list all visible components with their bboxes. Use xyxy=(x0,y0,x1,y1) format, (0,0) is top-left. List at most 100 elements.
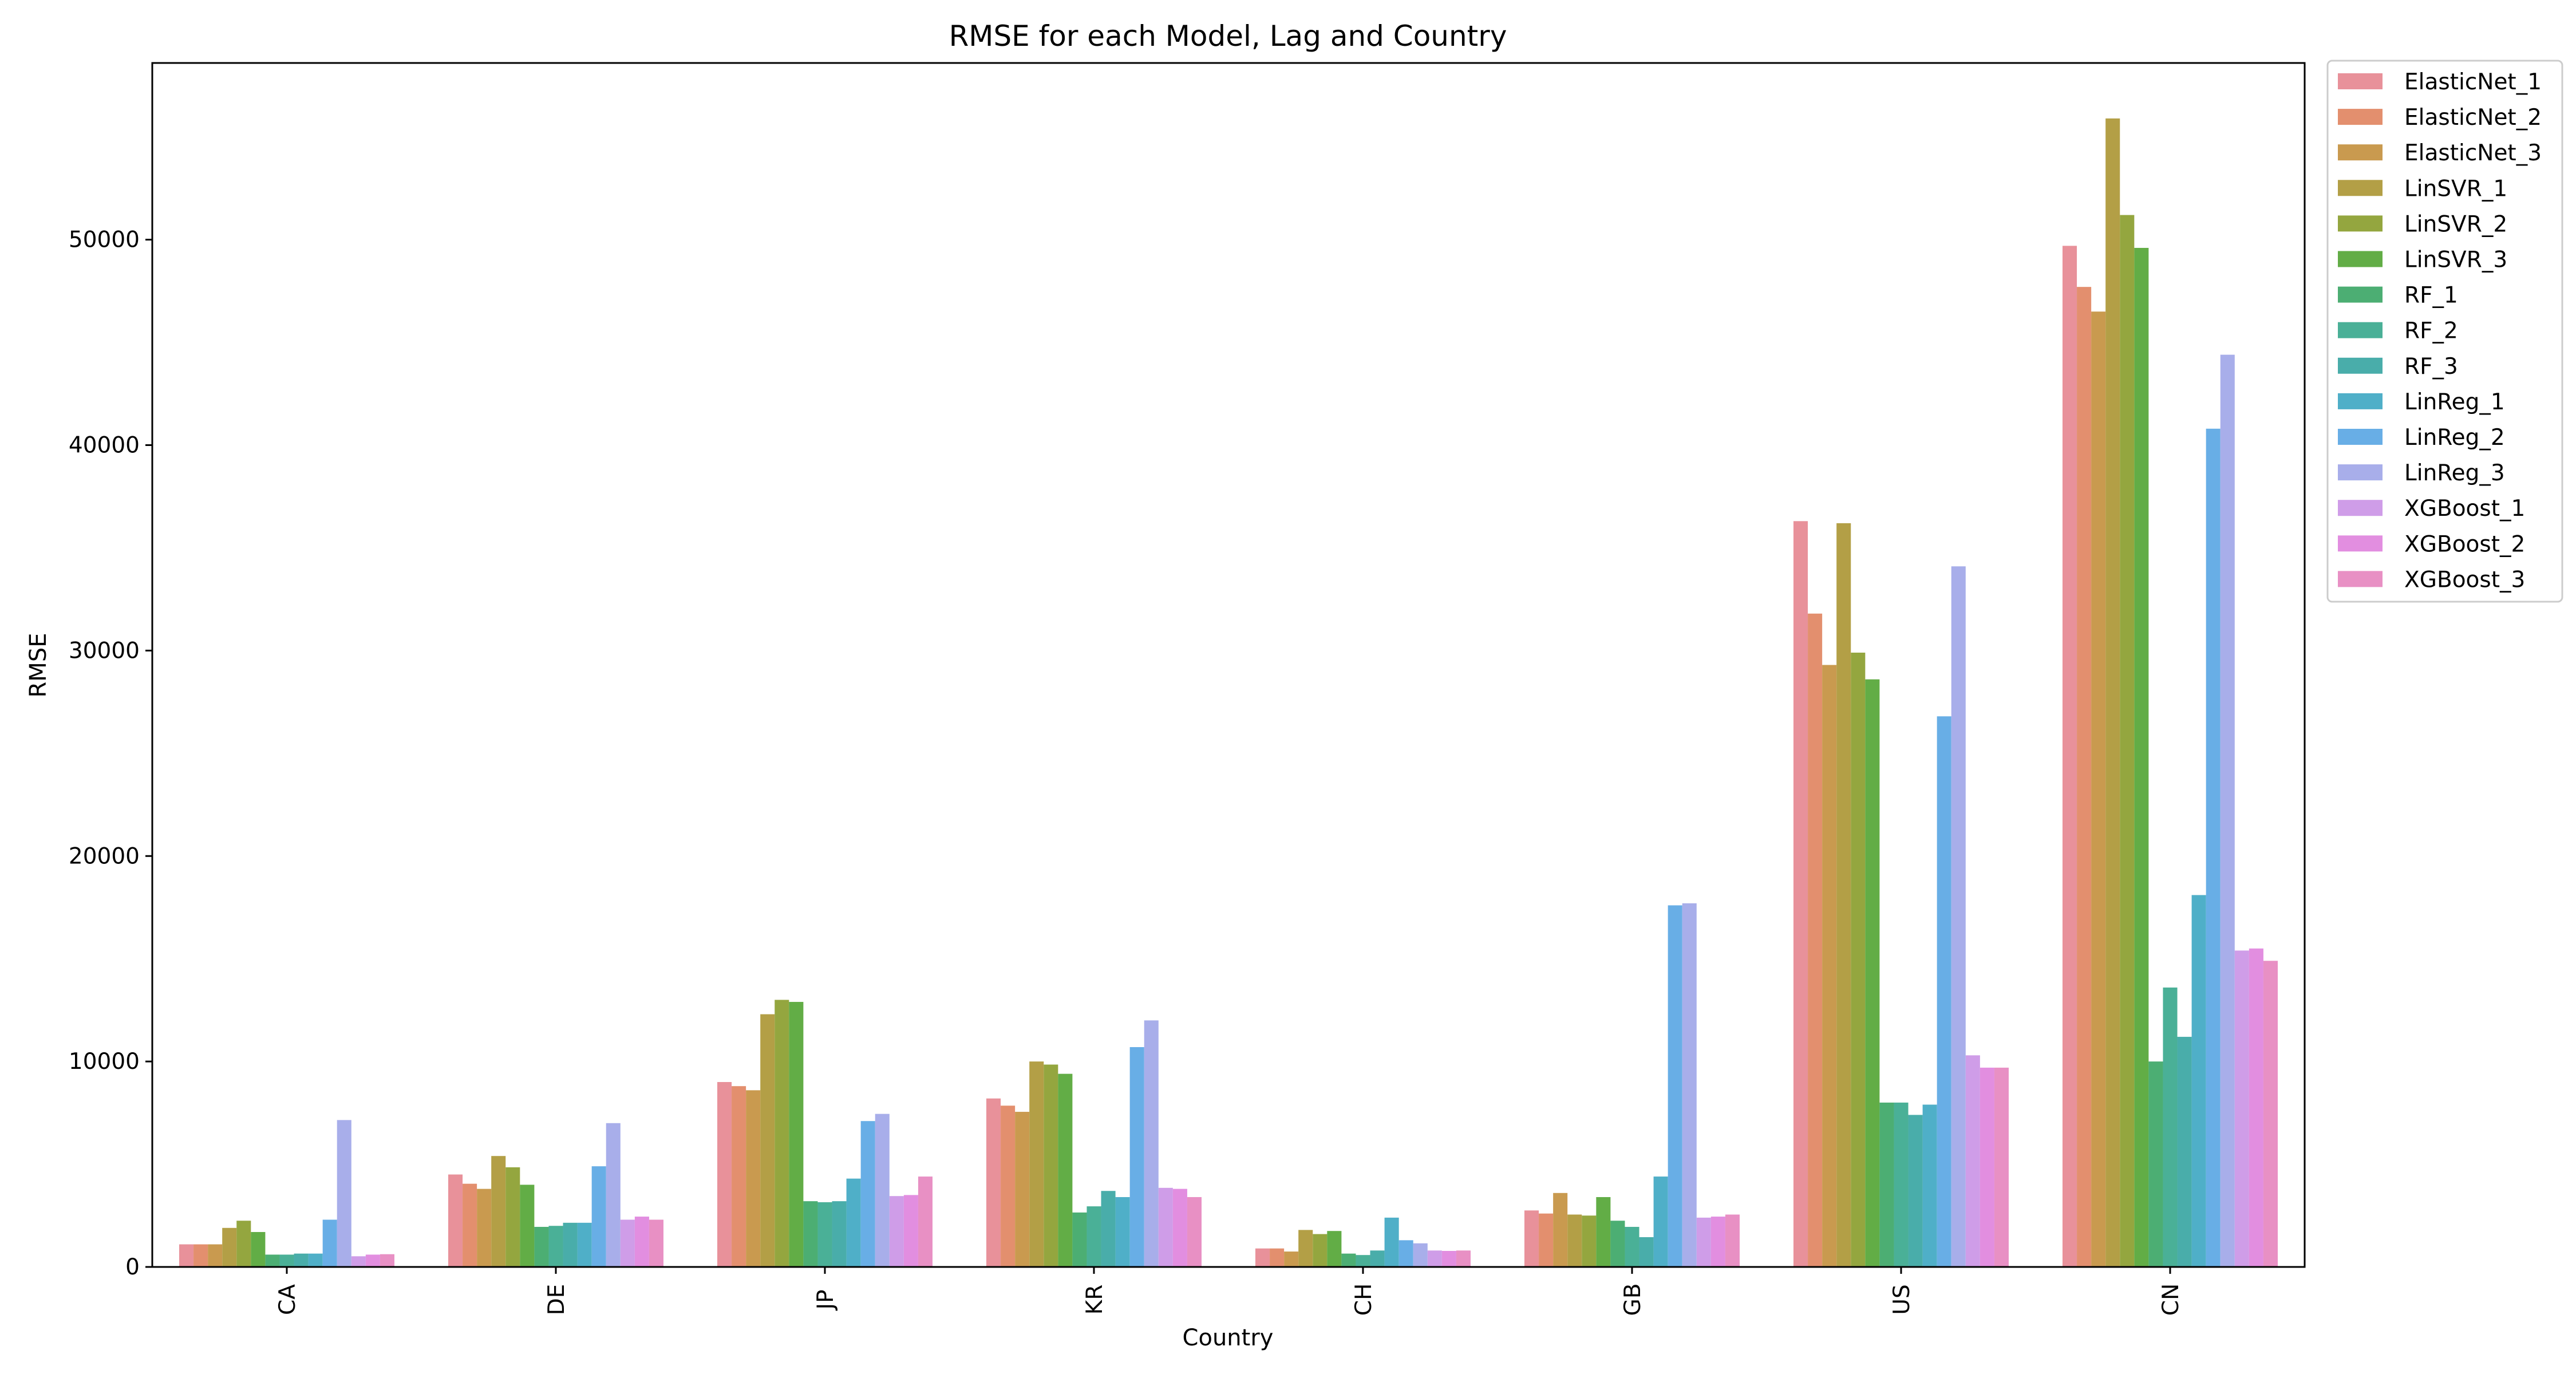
bar-cn-rf-2 xyxy=(2163,987,2178,1267)
bar-ca-linreg-2 xyxy=(322,1219,337,1267)
legend-label: LinSVR_3 xyxy=(2404,247,2507,273)
bar-cn-rf-1 xyxy=(2148,1061,2163,1267)
bar-us-linsvr-3 xyxy=(1865,679,1880,1267)
bar-ch-linsvr-1 xyxy=(1298,1230,1313,1267)
legend-label: ElasticNet_3 xyxy=(2404,140,2542,166)
bar-ch-linreg-3 xyxy=(1413,1243,1428,1267)
bar-de-linsvr-3 xyxy=(520,1185,535,1267)
bar-us-rf-2 xyxy=(1894,1102,1909,1267)
bar-cn-linreg-1 xyxy=(2191,895,2206,1267)
bar-gb-elasticnet-2 xyxy=(1539,1213,1554,1267)
bar-ca-elasticnet-1 xyxy=(179,1244,194,1267)
bar-ca-rf-3 xyxy=(294,1253,309,1267)
bar-kr-linreg-3 xyxy=(1144,1020,1159,1267)
bar-gb-xgboost-3 xyxy=(1725,1214,1740,1267)
legend-label: LinReg_2 xyxy=(2404,425,2505,451)
legend-label: LinReg_1 xyxy=(2404,389,2505,415)
x-tick-label-de: DE xyxy=(544,1284,570,1316)
chart-title: RMSE for each Model, Lag and Country xyxy=(949,19,1507,53)
legend-label: LinReg_3 xyxy=(2404,460,2505,486)
bar-us-linsvr-1 xyxy=(1836,523,1851,1267)
y-tick-label: 50000 xyxy=(69,227,140,253)
bar-kr-linsvr-2 xyxy=(1044,1064,1058,1267)
bar-kr-linreg-2 xyxy=(1129,1047,1144,1267)
legend-label: LinSVR_2 xyxy=(2404,211,2507,237)
x-tick-label-ca: CA xyxy=(275,1284,301,1315)
bar-kr-xgboost-3 xyxy=(1187,1197,1202,1267)
legend-label: RF_1 xyxy=(2404,283,2458,309)
bar-de-xgboost-2 xyxy=(634,1217,649,1267)
bar-ch-rf-2 xyxy=(1356,1255,1370,1267)
x-tick-label-gb: GB xyxy=(1620,1284,1646,1316)
legend-swatch xyxy=(2338,535,2383,552)
bar-us-elasticnet-1 xyxy=(1793,521,1808,1267)
bar-ca-xgboost-1 xyxy=(351,1256,366,1267)
legend-swatch xyxy=(2338,73,2383,89)
bar-jp-rf-2 xyxy=(817,1202,832,1267)
bar-de-linsvr-2 xyxy=(505,1167,520,1267)
legend-label: XGBoost_3 xyxy=(2404,567,2525,593)
bar-ca-xgboost-2 xyxy=(365,1254,380,1267)
bar-kr-rf-1 xyxy=(1072,1212,1087,1267)
bar-ca-xgboost-3 xyxy=(380,1254,394,1267)
x-axis-label: Country xyxy=(1183,1325,1274,1351)
bar-cn-linsvr-3 xyxy=(2134,247,2149,1267)
bar-de-linreg-1 xyxy=(577,1222,592,1267)
legend-swatch xyxy=(2338,393,2383,409)
bar-gb-linsvr-1 xyxy=(1567,1214,1582,1267)
bar-gb-rf-2 xyxy=(1625,1227,1639,1267)
bar-kr-linsvr-1 xyxy=(1029,1061,1044,1267)
bar-gb-rf-1 xyxy=(1610,1221,1625,1267)
bar-ch-rf-1 xyxy=(1341,1253,1356,1267)
bar-cn-linreg-2 xyxy=(2206,428,2221,1267)
bar-ca-linreg-1 xyxy=(308,1253,323,1267)
bar-ch-xgboost-3 xyxy=(1456,1250,1471,1267)
legend-swatch xyxy=(2338,286,2383,303)
bar-us-xgboost-1 xyxy=(1965,1055,1980,1267)
bar-jp-rf-1 xyxy=(803,1201,818,1267)
bar-cn-xgboost-2 xyxy=(2249,948,2263,1267)
legend-label: ElasticNet_2 xyxy=(2404,105,2542,131)
legend-label: LinSVR_1 xyxy=(2404,176,2507,202)
x-tick-label-jp: JP xyxy=(813,1289,839,1311)
legend-frame xyxy=(2326,60,2563,603)
bar-gb-linreg-2 xyxy=(1668,905,1682,1267)
bar-ca-elasticnet-3 xyxy=(208,1244,223,1267)
legend-swatch xyxy=(2338,429,2383,445)
bar-ch-xgboost-2 xyxy=(1441,1251,1456,1267)
legend-label: ElasticNet_1 xyxy=(2404,69,2542,95)
legend-swatch xyxy=(2338,464,2383,481)
y-axis-label: RMSE xyxy=(25,633,52,698)
x-axis: CA DE JP KR CH GB US CN xyxy=(275,1267,2184,1316)
bar-jp-linsvr-1 xyxy=(760,1014,775,1267)
legend-label: RF_3 xyxy=(2404,354,2458,380)
bar-gb-linreg-3 xyxy=(1682,903,1697,1267)
bar-ca-elasticnet-2 xyxy=(193,1244,208,1267)
bar-ch-linsvr-3 xyxy=(1327,1231,1342,1267)
bar-gb-elasticnet-3 xyxy=(1553,1193,1568,1267)
bar-jp-elasticnet-2 xyxy=(732,1086,746,1267)
y-tick-label: 20000 xyxy=(69,843,140,869)
bar-cn-xgboost-3 xyxy=(2263,961,2278,1267)
bar-de-elasticnet-2 xyxy=(463,1183,477,1267)
x-tick-label-cn: CN xyxy=(2158,1284,2184,1316)
plot-frame xyxy=(151,62,2306,1268)
bar-cn-linsvr-1 xyxy=(2105,118,2120,1267)
legend-swatch xyxy=(2338,571,2383,587)
bar-us-elasticnet-2 xyxy=(1808,613,1823,1267)
bar-de-rf-1 xyxy=(534,1227,549,1267)
bar-us-linreg-1 xyxy=(1922,1104,1937,1267)
y-axis: 0 10000 20000 30000 40000 50000 xyxy=(69,227,152,1280)
bar-gb-xgboost-1 xyxy=(1696,1217,1711,1267)
bar-gb-linsvr-2 xyxy=(1582,1215,1597,1267)
x-tick-label-kr: KR xyxy=(1082,1285,1108,1315)
bar-gb-linsvr-3 xyxy=(1596,1197,1611,1267)
legend-swatch xyxy=(2338,180,2383,196)
legend-swatch xyxy=(2338,144,2383,161)
legend-swatch xyxy=(2338,357,2383,374)
bar-cn-linreg-3 xyxy=(2220,354,2235,1267)
y-tick-label: 30000 xyxy=(69,638,140,664)
bar-ch-elasticnet-3 xyxy=(1284,1251,1299,1267)
bar-ch-linreg-1 xyxy=(1384,1217,1399,1267)
